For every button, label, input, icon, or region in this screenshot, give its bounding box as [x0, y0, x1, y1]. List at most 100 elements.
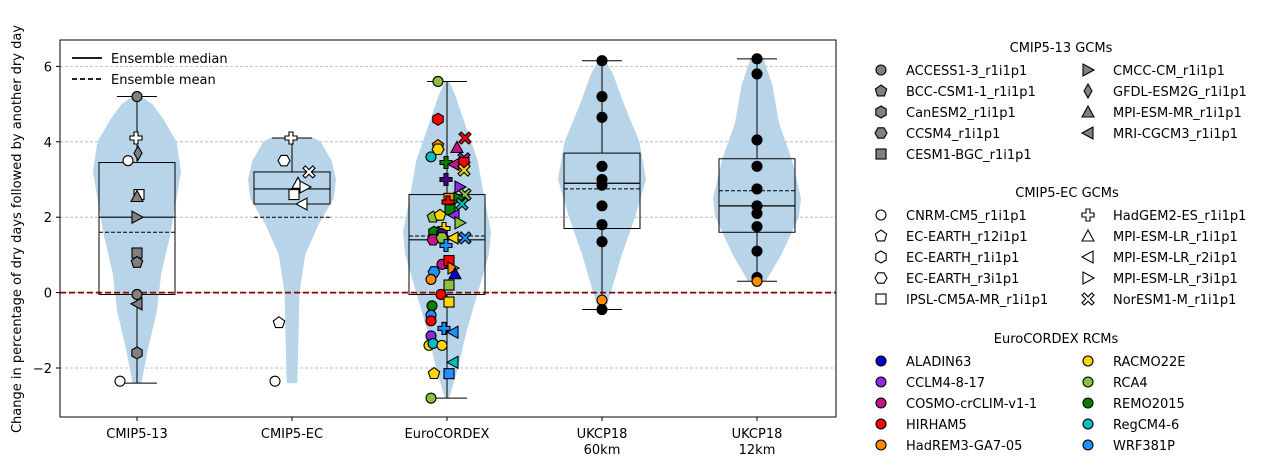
- data-point: [596, 179, 608, 191]
- legend-section-title: EuroCORDEX RCMs: [994, 332, 1119, 347]
- legend-label: MRI-CGCM3_r1i1p1: [1113, 127, 1238, 142]
- data-point: [443, 279, 455, 291]
- legend-label: COSMO-crCLIM-v1-1: [906, 397, 1037, 412]
- data-point: [596, 304, 608, 316]
- data-point: [284, 131, 298, 145]
- data-point: [425, 273, 437, 285]
- legend-label: CanESM2_r1i1p1: [906, 106, 1016, 121]
- data-point: [437, 321, 451, 335]
- data-point: [751, 134, 763, 146]
- data-point: [131, 210, 145, 225]
- legend-label: EC-EARTH_r3i1p1: [906, 272, 1019, 287]
- data-point: [425, 392, 437, 404]
- x-tick-label: UKCP18: [577, 427, 628, 442]
- data-point: [455, 197, 469, 211]
- legend-label: IPSL-CM5A-MR_r1i1p1: [906, 293, 1048, 308]
- data-point: [439, 172, 453, 187]
- data-point: [443, 296, 455, 308]
- x-tick-label: 60km: [584, 443, 621, 458]
- legend-marker: [875, 209, 887, 221]
- data-point: [432, 112, 444, 126]
- legend-label: EC-EARTH_r1i1p1: [906, 251, 1019, 266]
- data-point: [445, 325, 459, 340]
- data-point: [751, 53, 763, 65]
- legend-marker: [1081, 208, 1095, 222]
- y-gridlines: [60, 65, 836, 369]
- violin: [93, 96, 181, 384]
- box: [253, 171, 331, 205]
- legend-label: REMO2015: [1113, 397, 1185, 412]
- legend-marker: [875, 439, 887, 451]
- legend-marker: [1081, 292, 1095, 306]
- legend-marker: [1082, 355, 1094, 367]
- data-point: [458, 131, 472, 145]
- data-point: [433, 208, 447, 221]
- legend-marker: [874, 272, 888, 284]
- box: [718, 158, 796, 233]
- data-point: [445, 230, 459, 245]
- legend-section-title: CMIP5-13 GCMs: [1010, 41, 1113, 56]
- legend-label: ALADIN63: [906, 355, 971, 370]
- legend-label: MPI-ESM-LR_r2i1p1: [1113, 251, 1238, 266]
- legend-label: NorESM1-M_r1i1p1: [1113, 293, 1236, 308]
- legend-marker: [875, 397, 887, 409]
- y-tick-label: 4: [44, 136, 52, 151]
- legend-label: BCC-CSM1-1_r1i1p1: [906, 85, 1036, 100]
- data-point: [294, 197, 308, 211]
- legend-section-title: CMIP5-EC GCMs: [1015, 186, 1119, 201]
- legend-marker: [1082, 271, 1096, 285]
- data-point: [122, 155, 134, 167]
- legend-marker: [1082, 418, 1094, 430]
- violin: [248, 138, 336, 384]
- data-point: [596, 160, 608, 172]
- legend-marker: [1082, 439, 1094, 451]
- median-legend-label: Ensemble median: [111, 52, 228, 67]
- legend-label: RegCM4-6: [1113, 418, 1179, 433]
- y-axis-label: Change in percentage of dry days followe…: [10, 25, 25, 433]
- data-point: [431, 143, 445, 156]
- x-tick-label: 12km: [739, 443, 776, 458]
- data-point: [596, 294, 608, 306]
- legend-marker: [875, 293, 887, 305]
- legend-label: GFDL-ESM2G_r1i1p1: [1113, 85, 1247, 100]
- legend-label: HadREM3-GA7-05: [906, 439, 1022, 454]
- data-point: [450, 140, 464, 153]
- y-tick-label: 6: [44, 60, 52, 75]
- data-point: [596, 236, 608, 248]
- legend-marker: [875, 64, 887, 76]
- legend-marker: [1083, 82, 1093, 100]
- legend-marker: [875, 250, 887, 264]
- data-point: [436, 339, 448, 351]
- legend-marker: [874, 229, 888, 242]
- legend-marker: [875, 376, 887, 388]
- data-point: [129, 131, 143, 145]
- legend-label: CESM1-BGC_r1i1p1: [906, 148, 1032, 163]
- legend-marker: [1082, 397, 1094, 409]
- line-legend: Ensemble median Ensemble mean: [72, 52, 228, 88]
- x-tick-label: CMIP5-EC: [261, 427, 323, 442]
- data-point: [129, 296, 143, 311]
- data-point: [751, 207, 763, 219]
- data-point: [133, 144, 143, 162]
- data-point: [114, 375, 126, 387]
- plot-frame: [59, 39, 837, 418]
- data-point: [596, 111, 608, 123]
- data-points: [114, 53, 763, 404]
- legend-label: EC-EARTH_r12i1p1: [906, 230, 1028, 245]
- legend-label: CNRM-CM5_r1i1p1: [906, 209, 1027, 224]
- data-point: [751, 183, 763, 195]
- legend-label: HIRHAM5: [906, 418, 967, 433]
- data-point: [269, 375, 281, 387]
- x-tick-label: UKCP18: [732, 427, 783, 442]
- legend-marker: [875, 148, 887, 160]
- data-point: [443, 368, 455, 380]
- data-point: [751, 221, 763, 233]
- data-point: [131, 346, 143, 360]
- data-point: [427, 366, 441, 380]
- data-point: [299, 180, 313, 194]
- marker-legend: CMIP5-13 GCMs ACCESS1-3_r1i1p1 BCC-CSM1-1_…: [874, 41, 1247, 454]
- data-point: [596, 200, 608, 212]
- data-point: [458, 231, 472, 245]
